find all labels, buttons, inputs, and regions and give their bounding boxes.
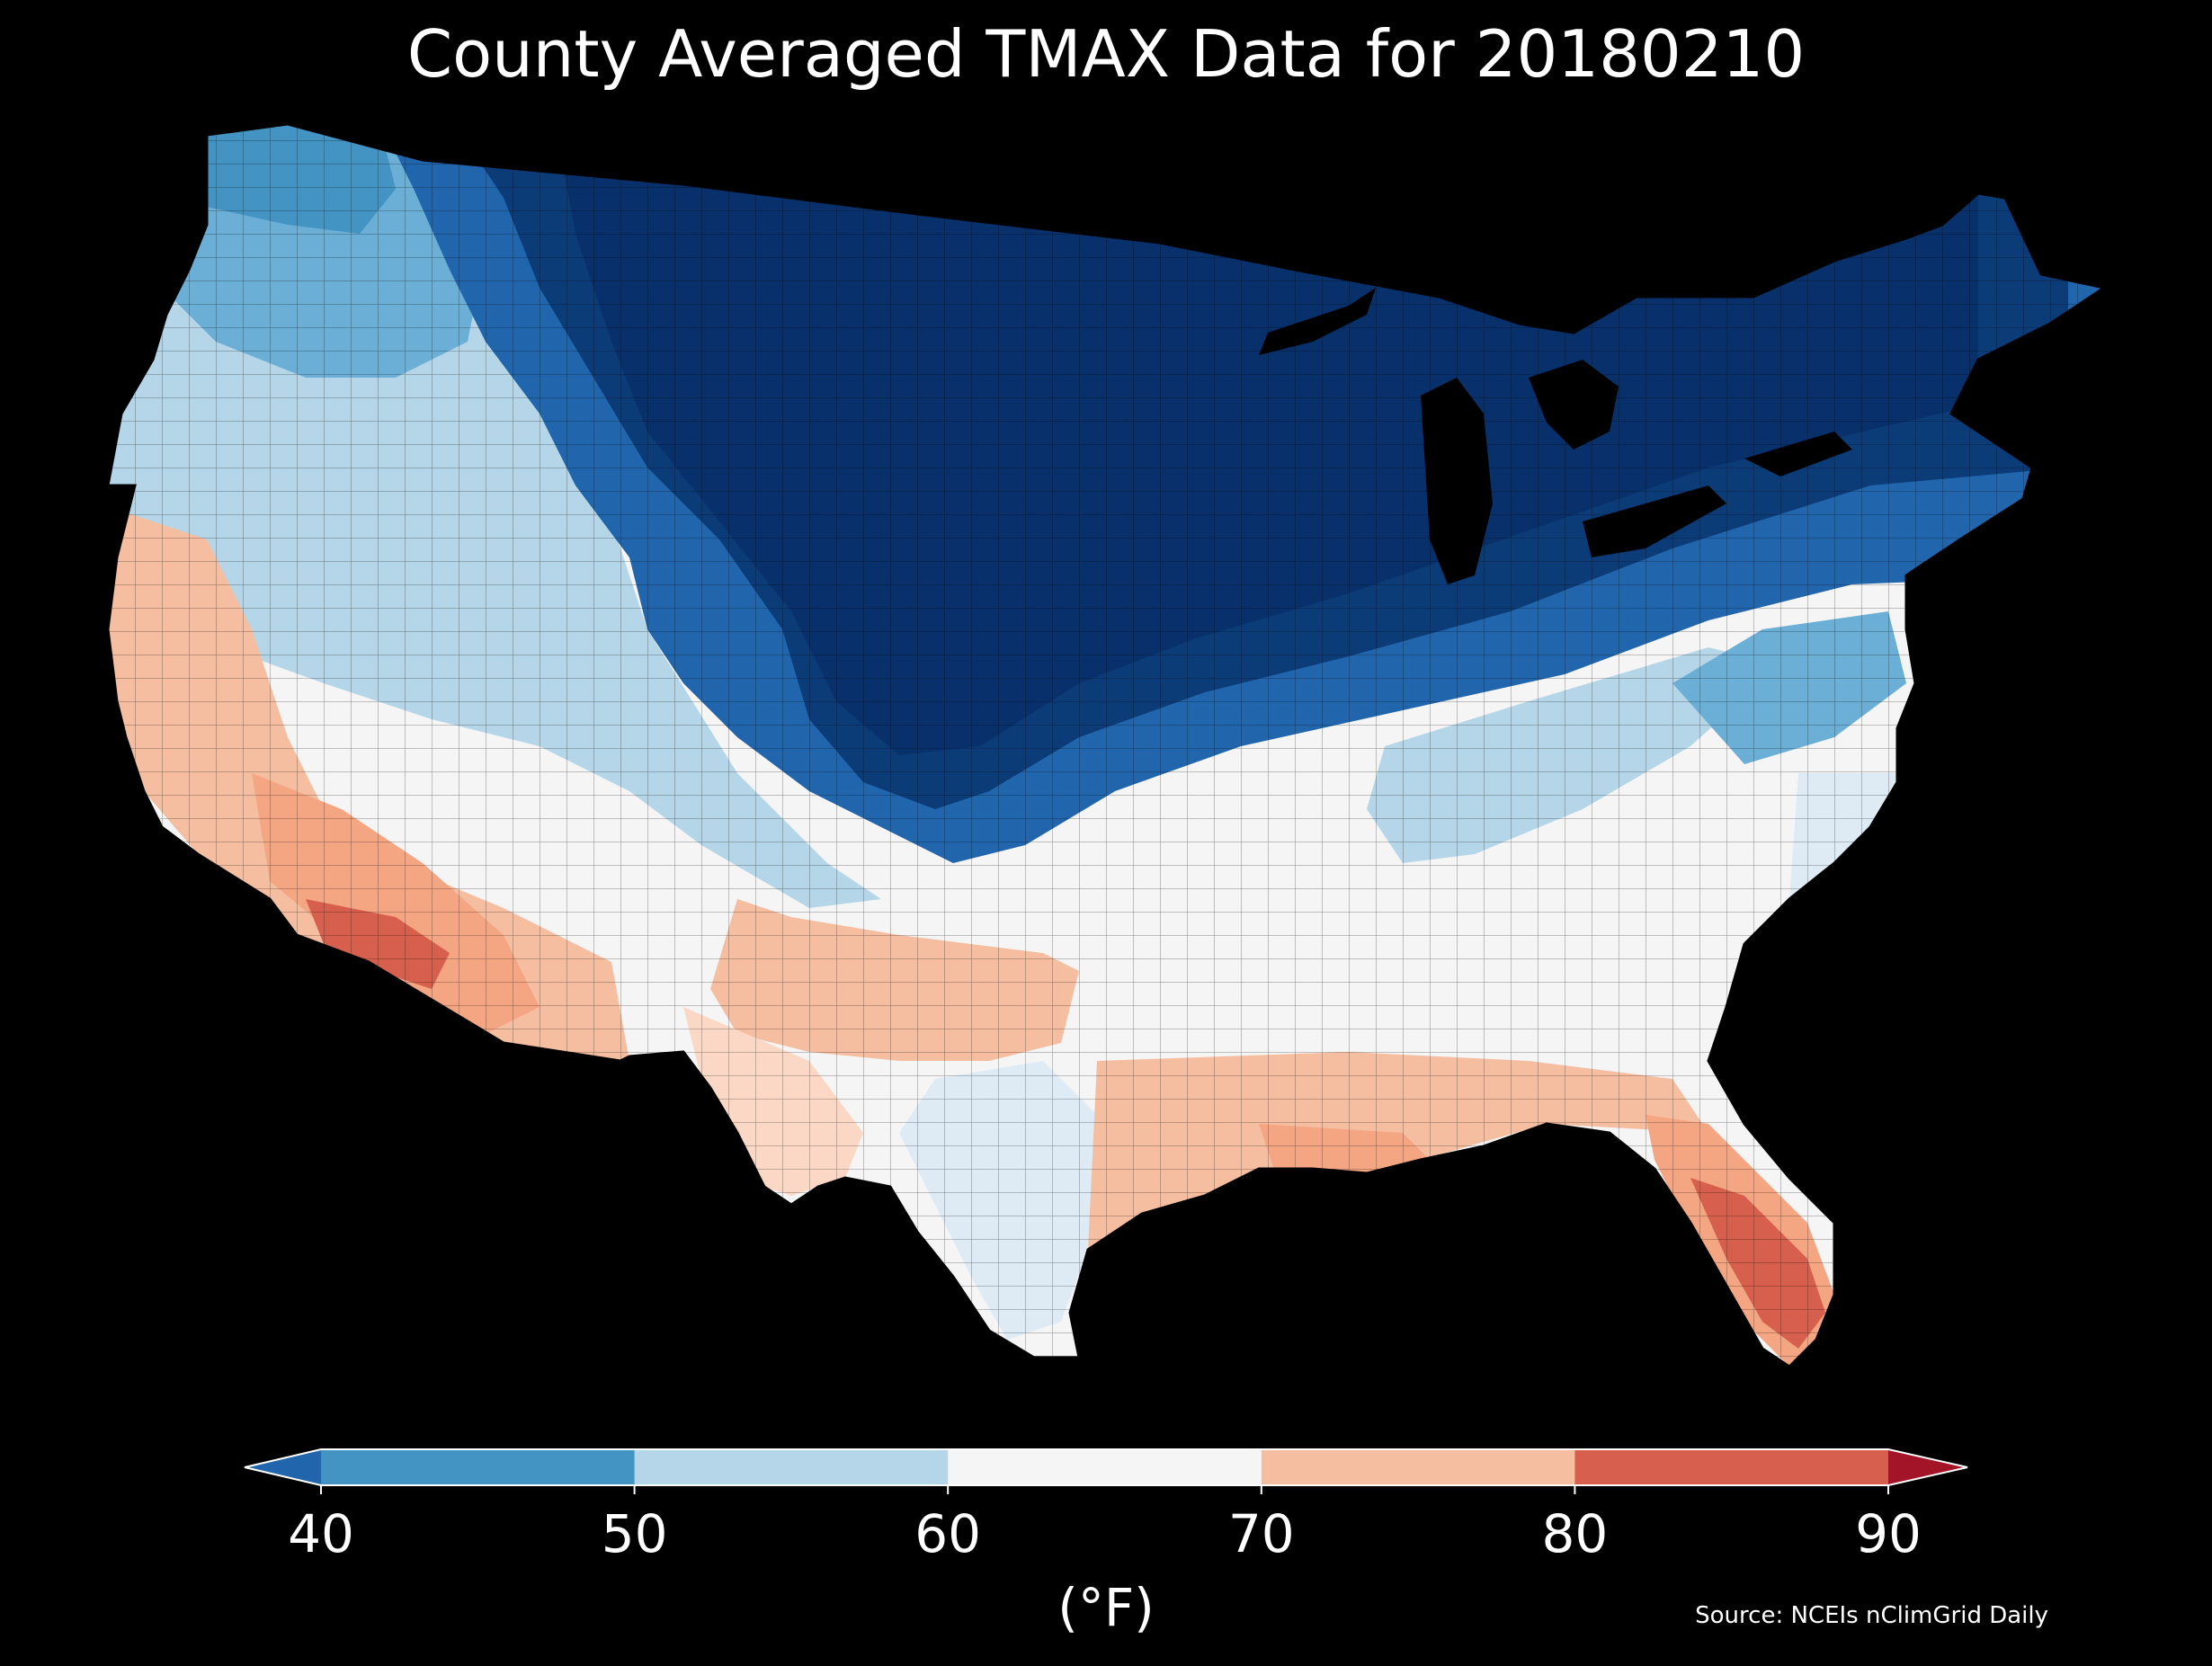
great-lakes — [1259, 288, 1852, 584]
map-title: County Averaged TMAX Data for 20180210 — [406, 16, 1806, 92]
colorbar-bin — [1261, 1449, 1575, 1485]
colorbar-tick-label: 50 — [602, 1503, 668, 1564]
colorbar-bin — [1574, 1449, 1889, 1485]
colorbar-low-extend — [245, 1449, 321, 1485]
colorbar-tick-label: 60 — [914, 1503, 981, 1564]
colorbar-tick-label: 80 — [1541, 1503, 1608, 1564]
colorbar-tick-label: 40 — [288, 1503, 354, 1564]
colorbar-bin — [634, 1449, 949, 1485]
colorbar-bin — [948, 1449, 1262, 1485]
source-credit: Source: NCEIs nClimGrid Daily — [1695, 1602, 2048, 1629]
colorbar-unit-label: (°F) — [1057, 1577, 1155, 1638]
colorbar-high-extend — [1888, 1449, 1967, 1485]
colorbar-tick-label: 90 — [1855, 1503, 1922, 1564]
colorbar-bin — [321, 1449, 636, 1485]
colorbar-tick-label: 70 — [1228, 1503, 1295, 1564]
